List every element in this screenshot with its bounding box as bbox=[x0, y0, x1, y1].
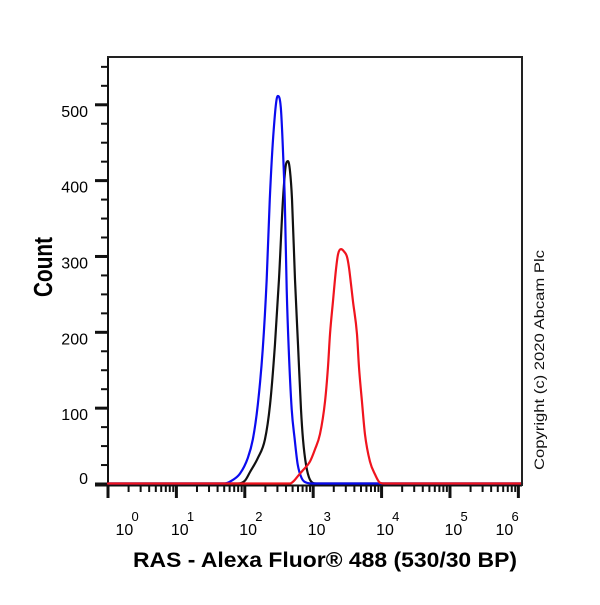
histogram-series bbox=[106, 94, 524, 485]
x-tick-label-base: 10 bbox=[116, 522, 134, 539]
y-tick-label: 0 bbox=[79, 471, 88, 488]
histogram-curve-blue bbox=[106, 94, 524, 485]
x-tick-label-base: 10 bbox=[376, 522, 394, 539]
y-tick-label: 200 bbox=[61, 331, 88, 348]
x-tick-label: 101 bbox=[171, 509, 194, 539]
x-tick-label-base: 10 bbox=[496, 522, 514, 539]
y-axis-title: Count bbox=[28, 237, 57, 297]
x-tick-label: 100 bbox=[116, 509, 139, 539]
x-tick-label-base: 10 bbox=[444, 522, 462, 539]
x-axis-title: RAS - Alexa Fluor® 488 (530/30 BP) bbox=[133, 549, 517, 572]
x-tick-label-exponent: 3 bbox=[324, 509, 331, 524]
y-tick-label: 400 bbox=[61, 180, 88, 197]
x-tick-label: 105 bbox=[444, 509, 467, 539]
x-tick-label-base: 10 bbox=[171, 522, 189, 539]
x-tick-label-base: 10 bbox=[239, 522, 257, 539]
x-tick-label: 102 bbox=[239, 509, 262, 539]
copyright-notice: Copyright (c) 2020 Abcam Plc bbox=[531, 250, 547, 470]
x-tick-label-exponent: 0 bbox=[132, 509, 139, 524]
x-tick-label-exponent: 1 bbox=[187, 509, 194, 524]
plot-frame bbox=[107, 56, 523, 486]
x-tick-label-exponent: 5 bbox=[460, 509, 467, 524]
x-tick-label: 103 bbox=[308, 509, 331, 539]
x-tick-label-base: 10 bbox=[308, 522, 326, 539]
x-tick-label-exponent: 2 bbox=[255, 509, 262, 524]
y-tick-label: 100 bbox=[61, 407, 88, 424]
y-tick-label: 300 bbox=[61, 255, 88, 272]
x-tick-label-exponent: 4 bbox=[392, 509, 399, 524]
y-tick-label: 500 bbox=[61, 104, 88, 121]
x-tick-label-exponent: 6 bbox=[512, 509, 519, 524]
x-tick-label: 104 bbox=[376, 509, 399, 539]
histogram-curve-red bbox=[106, 248, 524, 485]
x-tick-label: 106 bbox=[496, 509, 519, 539]
histogram-curve-black bbox=[106, 160, 524, 485]
